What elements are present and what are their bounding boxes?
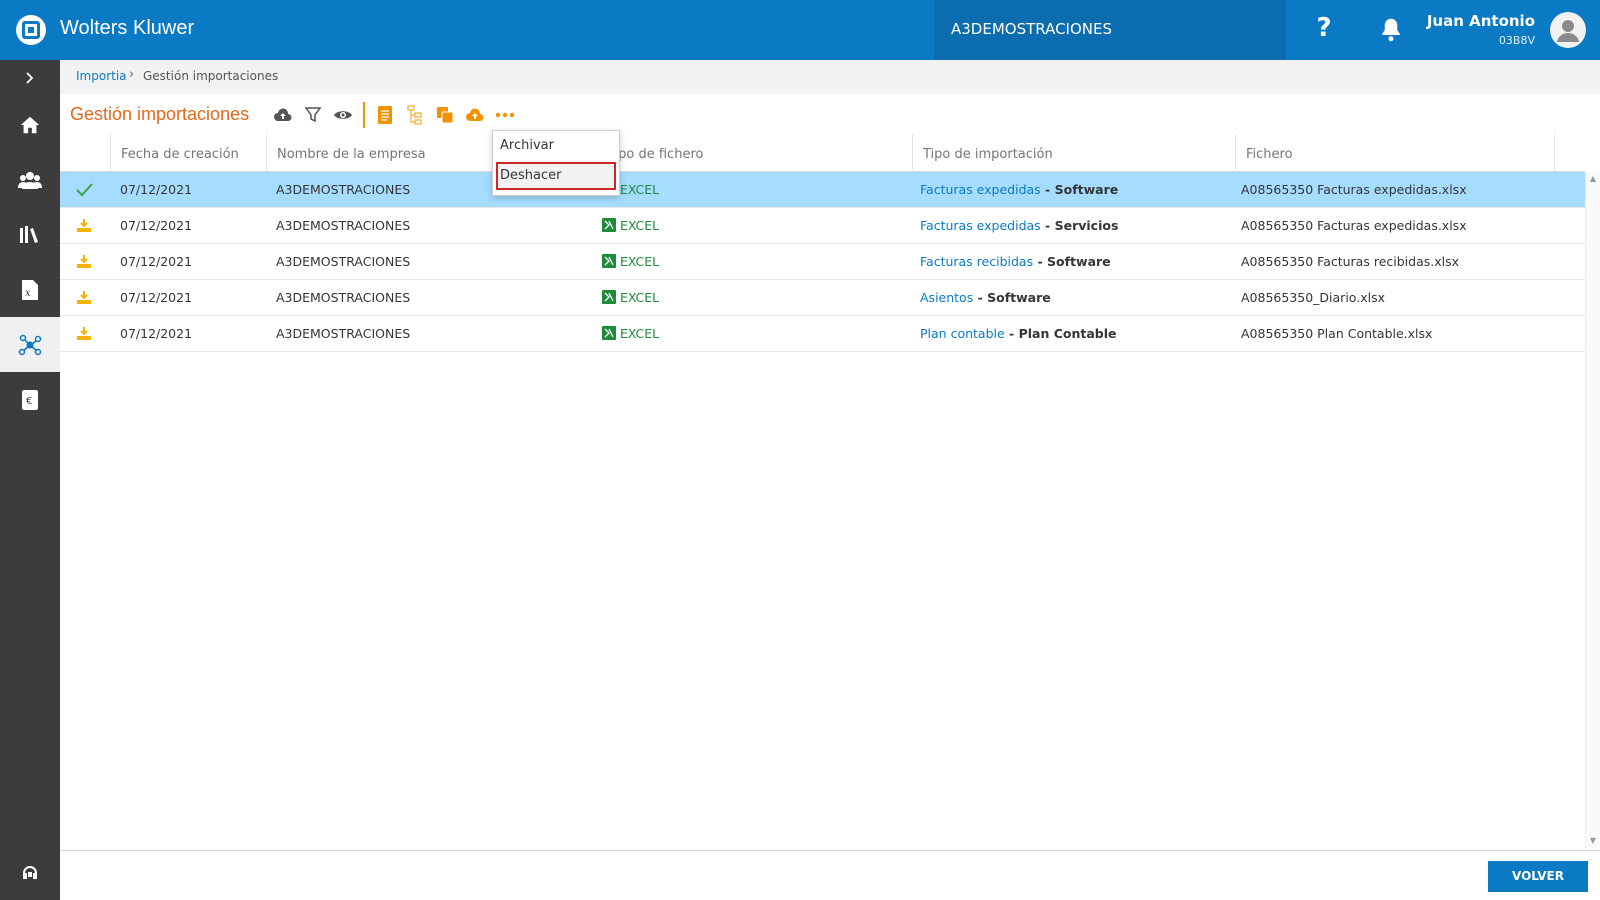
sidebar-support-icon[interactable]: [0, 846, 60, 900]
cell-company: A3DEMOSTRACIONES: [276, 254, 411, 269]
breadcrumb-current: Gestión importaciones: [143, 69, 279, 83]
cell-company: A3DEMOSTRACIONES: [276, 290, 411, 305]
top-bar: Wolters Kluwer A3DEMOSTRACIONES ? Juan A…: [0, 0, 1600, 60]
volver-button[interactable]: VOLVER: [1488, 861, 1588, 892]
cell-filetype: EXCEL: [602, 208, 659, 244]
pending-status-icon: [74, 252, 94, 272]
excel-icon: [602, 290, 616, 304]
sidebar-network-icon[interactable]: [0, 317, 60, 372]
table-row[interactable]: 07/12/2021 A3DEMOSTRACIONES EXCEL Factur…: [60, 172, 1585, 208]
scroll-up-arrow-icon[interactable]: ▲: [1589, 174, 1597, 183]
cell-import-type: Asientos - Software: [920, 290, 1051, 305]
cell-import-type: Facturas expedidas - Software: [920, 182, 1119, 197]
cell-date: 07/12/2021: [120, 326, 193, 341]
more-options-menu: Archivar Deshacer: [492, 130, 620, 196]
avatar[interactable]: [1550, 12, 1586, 48]
upload-cloud-icon[interactable]: [272, 104, 294, 126]
breadcrumb-link-importia[interactable]: Importia: [76, 69, 127, 83]
cell-file: A08565350 Facturas recibidas.xlsx: [1241, 254, 1459, 269]
cell-filetype: EXCEL: [602, 280, 659, 316]
column-header-fichero[interactable]: Fichero: [1235, 134, 1559, 172]
document-report-icon[interactable]: [374, 104, 396, 126]
sidebar-library-icon[interactable]: [0, 207, 60, 262]
table-row[interactable]: 07/12/2021 A3DEMOSTRACIONES EXCEL Factur…: [60, 244, 1585, 280]
filter-icon[interactable]: [302, 104, 324, 126]
breadcrumb-chevron-icon: ›: [129, 67, 135, 82]
table-header: Fecha de creación Nombre de la empresa T…: [60, 134, 1585, 172]
tree-icon[interactable]: [404, 104, 426, 126]
cell-import-type: Plan contable - Plan Contable: [920, 326, 1117, 341]
cell-date: 07/12/2021: [120, 290, 193, 305]
cell-company: A3DEMOSTRACIONES: [276, 326, 411, 341]
table-row[interactable]: 07/12/2021 A3DEMOSTRACIONES EXCEL Plan c…: [60, 316, 1585, 352]
cell-filetype: EXCEL: [602, 316, 659, 352]
help-button[interactable]: ?: [1316, 13, 1332, 43]
company-selector[interactable]: A3DEMOSTRACIONES: [934, 0, 1286, 60]
cell-import-type: Facturas recibidas - Software: [920, 254, 1111, 269]
import-type-link[interactable]: Facturas recibidas: [920, 254, 1034, 269]
user-name[interactable]: Juan Antonio: [1426, 12, 1535, 30]
cell-filetype: EXCEL: [602, 244, 659, 280]
cell-company: A3DEMOSTRACIONES: [276, 218, 411, 233]
sidebar-document-icon[interactable]: 𝑥: [0, 262, 60, 317]
sidebar-users-icon[interactable]: [0, 152, 60, 207]
menu-item-archivar[interactable]: Archivar: [500, 138, 554, 153]
cell-file: A08565350 Plan Contable.xlsx: [1241, 326, 1433, 341]
sidebar-expand-chevron-icon[interactable]: [0, 60, 60, 95]
pending-status-icon: [74, 324, 94, 344]
scroll-down-arrow-icon[interactable]: ▼: [1589, 836, 1597, 845]
cell-file: A08565350 Facturas expedidas.xlsx: [1241, 182, 1467, 197]
import-type-link[interactable]: Plan contable: [920, 326, 1005, 341]
notifications-bell-icon[interactable]: [1376, 15, 1406, 45]
import-type-link[interactable]: Asientos: [920, 290, 974, 305]
view-icon[interactable]: [332, 104, 354, 126]
brand-name: Wolters Kluwer: [60, 17, 195, 39]
sidebar: 𝑥 €: [0, 60, 60, 900]
cloud-upload-orange-icon[interactable]: [464, 104, 486, 126]
svg-text:𝑥: 𝑥: [25, 288, 31, 299]
cell-date: 07/12/2021: [120, 182, 193, 197]
check-status-icon: [74, 180, 94, 200]
cell-company: A3DEMOSTRACIONES: [276, 182, 411, 197]
cell-import-type: Facturas expedidas - Servicios: [920, 218, 1119, 233]
sidebar-euro-icon[interactable]: €: [0, 372, 60, 427]
cell-date: 07/12/2021: [120, 218, 193, 233]
cell-date: 07/12/2021: [120, 254, 193, 269]
table-row[interactable]: 07/12/2021 A3DEMOSTRACIONES EXCEL Factur…: [60, 208, 1585, 244]
more-options-icon[interactable]: [494, 104, 516, 126]
company-name: A3DEMOSTRACIONES: [951, 20, 1113, 38]
column-header-status: [60, 134, 110, 172]
footer: [60, 850, 1600, 900]
column-header-extra: [1554, 134, 1585, 172]
copy-icon[interactable]: [434, 104, 456, 126]
excel-icon: [602, 254, 616, 268]
column-header-fecha[interactable]: Fecha de creación: [110, 134, 266, 172]
vertical-scrollbar[interactable]: [1585, 172, 1600, 848]
column-header-tipo-importacion[interactable]: Tipo de importación: [912, 134, 1236, 172]
pending-status-icon: [74, 288, 94, 308]
import-type-link[interactable]: Facturas expedidas: [920, 218, 1041, 233]
excel-icon: [602, 218, 616, 232]
import-type-link[interactable]: Facturas expedidas: [920, 182, 1041, 197]
column-header-empresa[interactable]: Nombre de la empresa: [266, 134, 596, 172]
cell-file: A08565350_Diario.xlsx: [1241, 290, 1385, 305]
menu-item-deshacer[interactable]: Deshacer: [496, 162, 616, 190]
cell-file: A08565350 Facturas expedidas.xlsx: [1241, 218, 1467, 233]
breadcrumb: Importia › Gestión importaciones: [60, 60, 1600, 94]
pending-status-icon: [74, 216, 94, 236]
excel-icon: [602, 326, 616, 340]
page-title: Gestión importaciones: [70, 104, 250, 124]
toolbar-divider: [363, 102, 365, 128]
sidebar-home-icon[interactable]: [0, 97, 60, 152]
wolters-kluwer-logo-icon[interactable]: [16, 15, 46, 45]
table-row[interactable]: 07/12/2021 A3DEMOSTRACIONES EXCEL Asient…: [60, 280, 1585, 316]
user-code: 03B8V: [1498, 34, 1535, 47]
svg-text:€: €: [26, 396, 32, 407]
